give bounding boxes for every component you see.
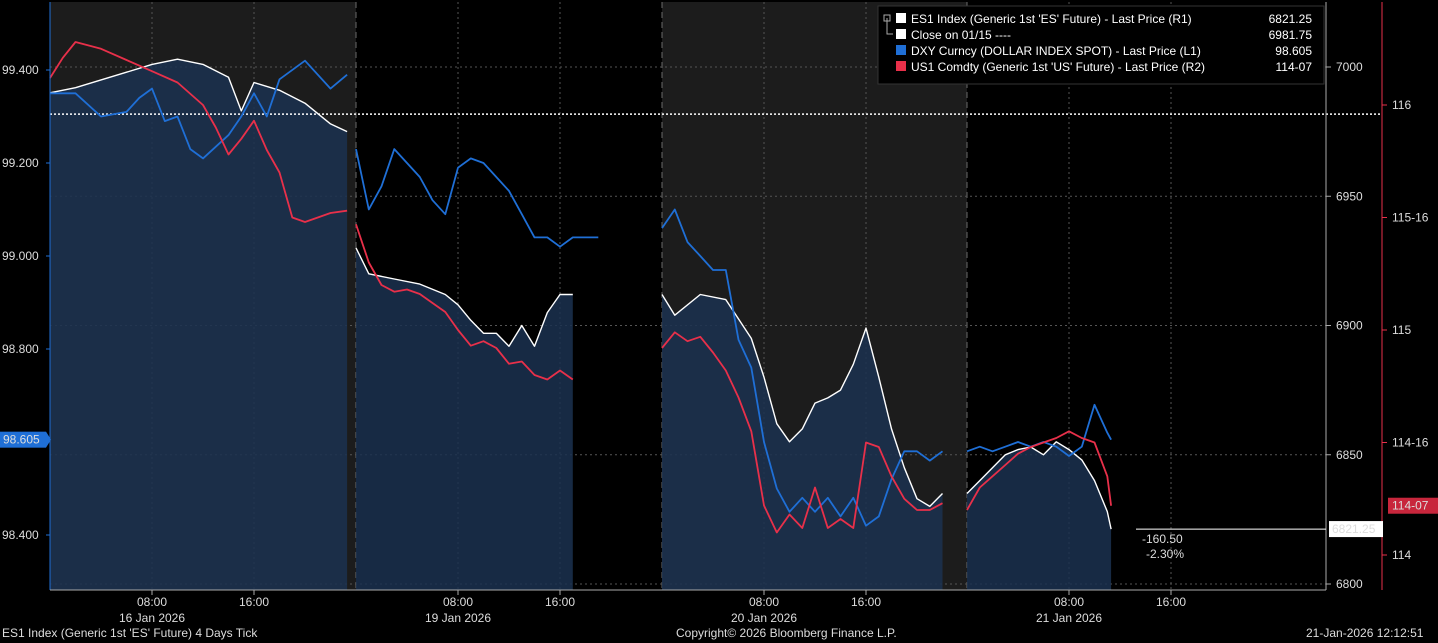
right-tick-label: 115-16 (1392, 211, 1429, 225)
es1-area-day-3 (967, 441, 1112, 590)
x-tick-date: 21 Jan 2026 (1036, 611, 1102, 625)
change-abs: -160.50 (1142, 532, 1183, 546)
es1-area-fill (50, 59, 1112, 590)
legend: ES1 Index (Generic 1st 'ES' Future) - La… (877, 5, 1325, 85)
mid-tick-label: 6850 (1336, 448, 1363, 462)
mid-tick-label: 6950 (1336, 189, 1363, 203)
legend-label-2: Close on 01/15 ---- (911, 28, 1011, 42)
annotations: 98.605 6821.25 114-07 -160.50-2.30% (0, 431, 1438, 561)
left-tick-label: 98.800 (2, 342, 39, 356)
legend-swatch-2 (896, 29, 906, 39)
mid-tick-label: 6900 (1336, 319, 1363, 333)
x-tick-time: 08:00 (137, 595, 167, 609)
legend-collapse-icon (883, 14, 891, 22)
legend-value-1: 6821.25 (1269, 12, 1313, 26)
es1-area-day-1 (356, 247, 573, 590)
right-tick-label: 116 (1392, 98, 1411, 112)
right-tick-label: 114-16 (1392, 436, 1429, 450)
legend-value-4: 114-07 (1276, 60, 1313, 74)
tick-labels: 99.400 99.200 99.000 98.800 98.400 7000 6950 69… (2, 60, 1429, 625)
legend-label-3: DXY Curncy (DOLLAR INDEX SPOT) - Last Pr… (911, 44, 1201, 58)
legend-label-1: ES1 Index (Generic 1st 'ES' Future) - La… (911, 12, 1192, 26)
x-tick-time: 08:00 (749, 595, 779, 609)
x-tick-time: 16:00 (545, 595, 575, 609)
legend-value-2: 6981.75 (1269, 28, 1313, 42)
series-2-line-day-3 (966, 430, 1112, 511)
mid-current-value: 6821.25 (1332, 522, 1376, 536)
series-1-line-day-2 (661, 208, 944, 527)
x-tick-time: 16:00 (851, 595, 881, 609)
right-tick-label: 114 (1392, 548, 1411, 562)
x-tick-date: 19 Jan 2026 (425, 611, 491, 625)
series-2-line-day-0 (49, 41, 348, 223)
series-1-line-day-0 (50, 59, 348, 160)
change-pct: -2.30% (1146, 547, 1184, 561)
series-0-line-day-3 (966, 441, 1112, 530)
series-2-line-day-1 (355, 224, 574, 381)
series-1-line-day-3 (966, 403, 1112, 457)
mid-current-badge (1329, 521, 1383, 538)
legend-box (877, 5, 1325, 85)
footer-left: ES1 Index (Generic 1st 'ES' Future) 4 Da… (2, 626, 258, 640)
x-tick-time: 16:00 (1156, 595, 1186, 609)
series-1-line-day-1 (355, 148, 599, 248)
right-current-value: 114-07 (1392, 499, 1429, 513)
right-tick-label: 115 (1392, 323, 1411, 337)
x-tick-date: 20 Jan 2026 (731, 611, 797, 625)
legend-swatch-3 (896, 45, 906, 55)
left-tick-label: 99.400 (2, 63, 39, 77)
legend-value-3: 98.605 (1275, 44, 1312, 58)
es1-area-day-2 (662, 294, 943, 590)
left-tick-label: 99.200 (2, 156, 39, 170)
legend-tree-connector (886, 18, 893, 35)
left-current-badge (0, 431, 46, 448)
left-current-badge-arrow (46, 431, 51, 448)
footer-copyright: Copyright© 2026 Bloomberg Finance L.P. (676, 626, 897, 640)
series-2-line-day-2 (661, 331, 943, 534)
mid-tick-label: 7000 (1336, 60, 1363, 74)
left-tick-label: 99.000 (2, 249, 39, 263)
x-tick-time: 08:00 (443, 595, 473, 609)
legend-label-4: US1 Comdty (Generic 1st 'US' Future) - L… (911, 60, 1205, 74)
series-0-line-day-1 (355, 247, 573, 347)
mid-tick-label: 6800 (1336, 577, 1363, 591)
right-current-badge (1388, 497, 1438, 514)
left-tick-label: 98.400 (2, 528, 39, 542)
series-0-line-day-2 (661, 293, 943, 508)
footer-timestamp: 21-Jan-2026 12:12:51 (1306, 626, 1424, 640)
series-0-line-day-0 (49, 58, 348, 133)
x-tick-time: 08:00 (1054, 595, 1084, 609)
legend-swatch-4 (896, 61, 906, 71)
es1-area-day-0 (50, 59, 348, 590)
x-tick-date: 16 Jan 2026 (119, 611, 185, 625)
left-current-value: 98.605 (3, 433, 40, 447)
x-tick-time: 16:00 (239, 595, 269, 609)
series-lines (49, 41, 1112, 534)
legend-swatch-1 (896, 13, 906, 23)
axes (49, 2, 1383, 591)
